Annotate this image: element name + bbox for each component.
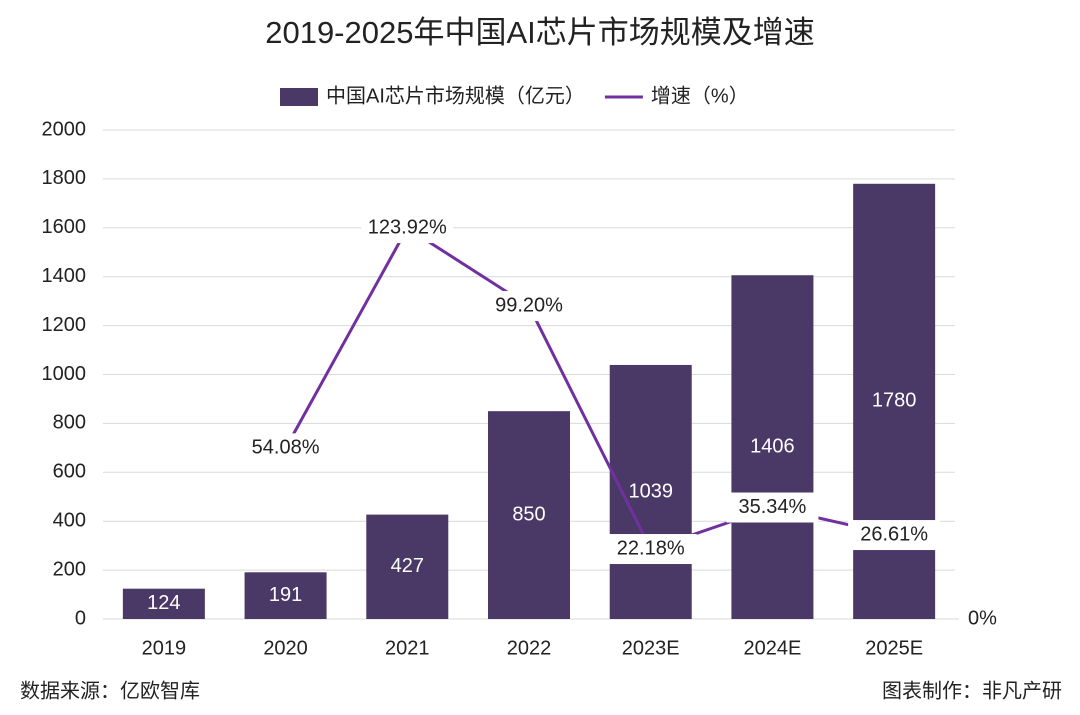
bar: [244, 572, 327, 619]
y-tick-label: 1600: [42, 216, 87, 238]
x-tick-label: 2020: [263, 637, 308, 659]
chart-title: 2019-2025年中国AI芯片市场规模及增速: [265, 15, 815, 50]
y-tick-label: 1400: [42, 265, 87, 287]
bar-value-label: 1039: [628, 480, 673, 502]
bar: [488, 411, 570, 619]
bar: [366, 514, 449, 619]
y-tick-label: 0: [75, 607, 86, 629]
label-background: [483, 291, 575, 322]
x-tick-label: 2024E: [744, 637, 802, 659]
legend-label: 中国AI芯片市场规模（亿元）: [326, 84, 585, 107]
y-tick-label: 400: [53, 509, 86, 531]
bar-value-label: 1780: [872, 390, 917, 412]
y-tick-label: 800: [53, 412, 86, 434]
label-background: [604, 534, 697, 565]
x-tick-label: 2023E: [622, 637, 680, 659]
line-value-label: 123.92%: [368, 216, 447, 238]
credit: 图表制作：非凡产研: [882, 679, 1062, 702]
line-value-label: 54.08%: [252, 437, 320, 459]
y-tick-label: 1200: [42, 314, 87, 336]
label-background: [848, 520, 941, 551]
x-tick-label: 2021: [385, 637, 430, 659]
x-tick-label: 2019: [142, 637, 187, 659]
legend-swatch: [280, 88, 318, 106]
y-tick-label: 200: [53, 558, 86, 580]
bar-value-label: 124: [147, 592, 180, 614]
y-tick-label: 1000: [42, 363, 87, 385]
line-value-label: 26.61%: [860, 523, 928, 545]
label-background: [361, 213, 454, 244]
bar: [122, 588, 205, 619]
line-value-label: 99.20%: [495, 294, 563, 316]
bar-value-label: 1406: [750, 435, 795, 457]
line-value-label: 35.34%: [739, 496, 807, 518]
x-tick-label: 2022: [507, 637, 552, 659]
line-value-label: 22.18%: [617, 537, 685, 559]
legend-label: 增速（%）: [651, 84, 749, 107]
y2-tick-label: 0%: [968, 607, 997, 629]
y-tick-label: 2000: [42, 118, 87, 140]
bar-value-label: 191: [269, 584, 302, 606]
bar: [731, 275, 814, 619]
y-tick-label: 600: [53, 461, 86, 483]
label-background: [239, 433, 332, 464]
label-background: [726, 492, 819, 523]
y-tick-label: 1800: [42, 167, 87, 189]
bar-value-label: 427: [391, 555, 424, 577]
bar-value-label: 850: [512, 503, 545, 525]
x-tick-label: 2025E: [865, 637, 923, 659]
source: 数据来源：亿欧智库: [20, 679, 200, 702]
